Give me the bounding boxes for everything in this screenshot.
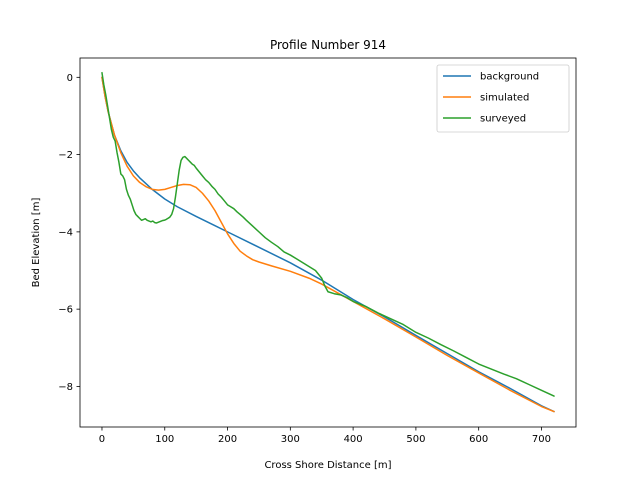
legend-label-surveyed: surveyed xyxy=(480,114,526,125)
x-axis: 0 100 200 300 400 500 600 700 xyxy=(99,427,551,445)
legend: background simulated surveyed xyxy=(436,64,570,133)
series-line-surveyed xyxy=(101,71,555,397)
chart-title: Profile Number 914 xyxy=(270,38,386,52)
y-axis: 0 −2 −4 −6 −8 xyxy=(58,73,80,393)
x-tick-label: 400 xyxy=(344,434,363,445)
x-tick-label: 700 xyxy=(532,434,551,445)
plot-frame xyxy=(79,57,577,428)
legend-label-background: background xyxy=(480,72,539,83)
x-axis-label: Cross Shore Distance [m] xyxy=(264,460,391,471)
series-line-background xyxy=(101,76,555,413)
x-tick-label: 300 xyxy=(281,434,300,445)
x-tick-label: 200 xyxy=(218,434,237,445)
legend-label-simulated: simulated xyxy=(480,93,529,104)
series-layer xyxy=(101,71,555,413)
legend-frame xyxy=(436,64,570,133)
series-line-simulated xyxy=(101,76,555,413)
x-tick-label: 500 xyxy=(406,434,425,445)
x-tick-label: 100 xyxy=(155,434,174,445)
y-tick-label: −6 xyxy=(58,305,73,316)
y-tick-label: −8 xyxy=(58,382,73,393)
x-tick-label: 0 xyxy=(99,434,105,445)
legend-entries: background simulated surveyed xyxy=(443,72,539,125)
y-axis-label: Bed Elevation [m] xyxy=(31,198,42,288)
x-tick-label: 600 xyxy=(469,434,488,445)
y-tick-label: −2 xyxy=(58,150,73,161)
y-tick-label: −4 xyxy=(58,227,73,238)
y-tick-label: 0 xyxy=(67,73,73,84)
